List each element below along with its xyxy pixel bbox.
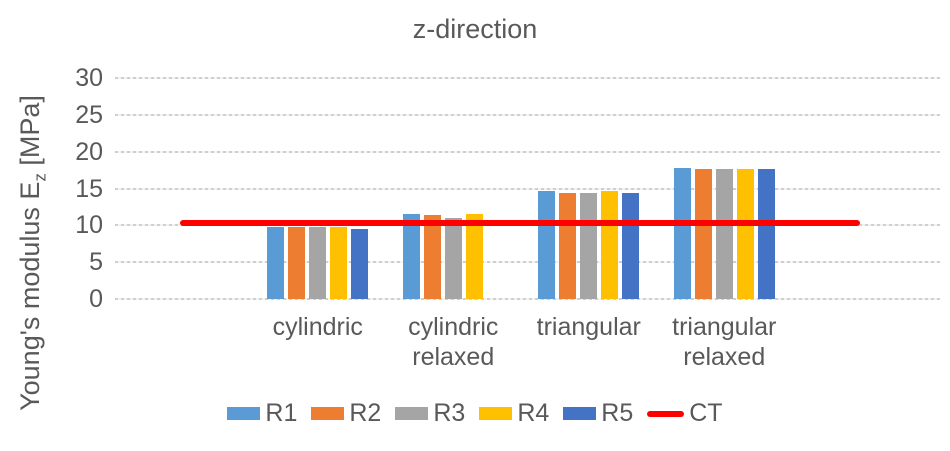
y-tick-label-15: 15 bbox=[75, 174, 103, 203]
legend-label-r2: R2 bbox=[349, 399, 382, 427]
y-axis-title-unit: [MPa] bbox=[15, 95, 45, 174]
y-tick-label-5: 5 bbox=[89, 248, 103, 277]
bar-r4-triangular-relaxed bbox=[736, 168, 754, 299]
bar-r3-triangular-relaxed bbox=[715, 169, 733, 299]
bar-r2-cylindric bbox=[288, 226, 306, 299]
legend-item-r3: R3 bbox=[395, 399, 465, 428]
y-tick-label-10: 10 bbox=[75, 211, 103, 240]
bar-group-cylindric-relaxed bbox=[402, 78, 504, 299]
bar-r2-triangular-relaxed bbox=[694, 168, 712, 299]
bar-r3-cylindric-relaxed bbox=[444, 217, 462, 299]
legend-item-r1: R1 bbox=[227, 399, 297, 428]
legend-label-r4: R4 bbox=[517, 399, 550, 427]
bar-r4-cylindric bbox=[330, 226, 348, 299]
plot-area: 0 5 10 15 20 25 30 bbox=[75, 65, 940, 312]
legend-item-r5: R5 bbox=[563, 399, 633, 428]
gridline-25 bbox=[115, 113, 940, 116]
y-axis-title-subscript: z bbox=[30, 173, 50, 182]
x-category-label-triangular: triangular bbox=[536, 313, 641, 341]
gridline-30 bbox=[115, 77, 940, 79]
legend-item-r4: R4 bbox=[479, 399, 549, 428]
legend-label-r1: R1 bbox=[265, 399, 298, 427]
bar-r5-triangular bbox=[622, 192, 640, 299]
y-tick-label-30: 30 bbox=[75, 64, 103, 92]
bar-group-triangular-relaxed bbox=[673, 78, 775, 299]
bar-r1-triangular-relaxed bbox=[673, 167, 691, 299]
bar-r5-triangular-relaxed bbox=[757, 169, 775, 299]
gridline-20 bbox=[115, 150, 940, 153]
legend-label-ct: CT bbox=[689, 399, 723, 427]
legend: R1 R2 R3 R4 R5 CT bbox=[0, 399, 950, 428]
bar-r1-triangular bbox=[538, 190, 556, 299]
y-axis-title-text: Young's modulus E bbox=[15, 181, 45, 411]
bar-r3-triangular bbox=[580, 192, 598, 299]
bar-group-cylindric bbox=[267, 78, 369, 299]
legend-label-r5: R5 bbox=[601, 399, 634, 427]
legend-item-r2: R2 bbox=[311, 399, 381, 428]
legend-item-ct: CT bbox=[647, 399, 723, 428]
y-tick-label-0: 0 bbox=[89, 285, 103, 313]
ct-reference-line bbox=[180, 220, 860, 227]
y-tick-label-25: 25 bbox=[75, 100, 103, 129]
r5-swatch-icon bbox=[563, 407, 597, 420]
bar-r4-cylindric-relaxed bbox=[465, 214, 483, 299]
r1-swatch-icon bbox=[227, 407, 261, 420]
ct-line-swatch-icon bbox=[647, 410, 685, 417]
bar-r4-triangular bbox=[601, 191, 619, 299]
bar-r1-cylindric-relaxed bbox=[402, 214, 420, 299]
bar-r1-cylindric bbox=[267, 226, 285, 299]
x-category-label-triangular-relaxed: triangular relaxed bbox=[672, 313, 777, 371]
y-tick-label-20: 20 bbox=[75, 137, 103, 166]
gridline-5 bbox=[115, 261, 940, 264]
bar-r2-cylindric-relaxed bbox=[423, 215, 441, 299]
bar-r2-triangular bbox=[559, 192, 577, 299]
chart-title: z-direction bbox=[412, 14, 538, 44]
r4-swatch-icon bbox=[479, 407, 513, 420]
r2-swatch-icon bbox=[311, 407, 345, 420]
x-category-label-cylindric-relaxed: cylindric relaxed bbox=[408, 313, 499, 371]
legend-label-r3: R3 bbox=[433, 399, 466, 427]
x-category-label-cylindric: cylindric bbox=[272, 313, 363, 341]
y-axis-title: Young's modulus Ez [MPa] bbox=[13, 43, 50, 451]
r3-swatch-icon bbox=[395, 407, 429, 420]
bar-r3-cylindric bbox=[309, 226, 327, 299]
bar-r5-cylindric bbox=[351, 229, 369, 299]
gridline-15 bbox=[115, 187, 940, 190]
gridline-0 bbox=[115, 298, 940, 300]
bar-group-triangular bbox=[538, 78, 640, 299]
